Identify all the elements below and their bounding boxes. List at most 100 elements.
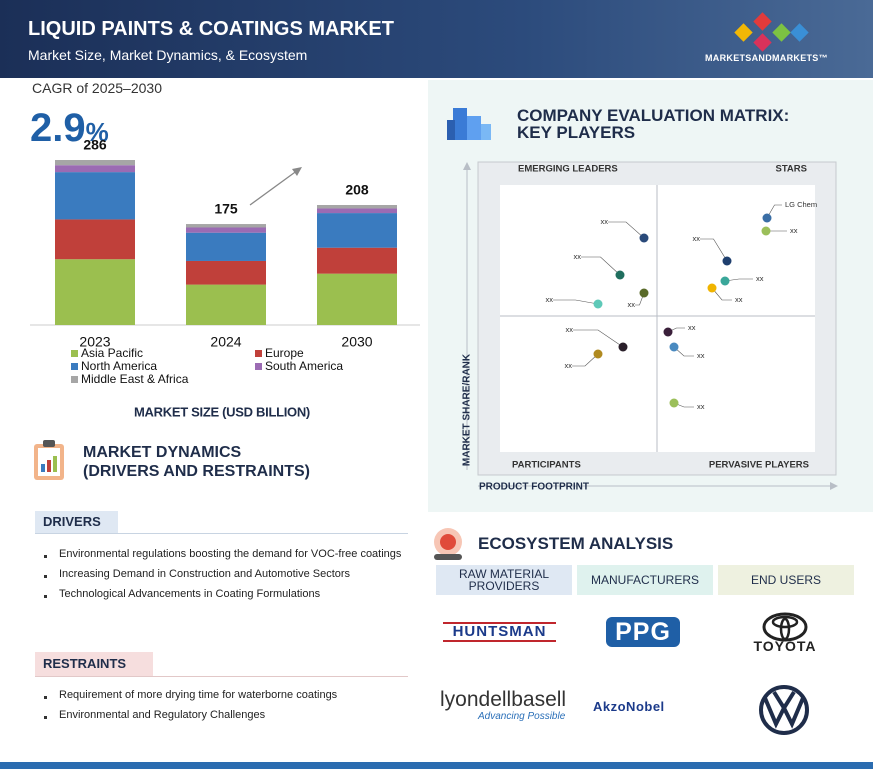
- company-label: xx: [566, 325, 574, 334]
- header-title: LIQUID PAINTS & COATINGS MARKET: [28, 18, 394, 40]
- logo-tagline: Advancing Possible: [478, 711, 566, 722]
- leader-line: [553, 299, 599, 305]
- leader-line: [766, 204, 782, 219]
- bullet: [44, 716, 47, 719]
- company-point: [669, 398, 679, 408]
- bullet: [44, 555, 47, 558]
- legend-swatch: [255, 350, 262, 357]
- matrix-title-1: COMPANY EVALUATION MATRIX:: [517, 106, 790, 125]
- y-axis-arrow-head: [463, 162, 471, 170]
- leader-line: [608, 221, 645, 239]
- ecosystem-icon: [434, 528, 462, 560]
- company-label: xx: [628, 300, 636, 309]
- bar-segment: [186, 260, 266, 285]
- dynamics-title-2: (DRIVERS AND RESTRAINTS): [83, 463, 310, 480]
- list-item: Environmental and Regulatory Challenges: [59, 709, 266, 721]
- toyota-emblem: [762, 612, 808, 642]
- company-label: LG Chem: [785, 200, 817, 209]
- company-point: [639, 233, 649, 243]
- legend-label: Middle East & Africa: [81, 372, 189, 386]
- company-point: [593, 349, 603, 359]
- bar-segment: [317, 273, 397, 325]
- ecosystem-panel-rule: [428, 512, 873, 513]
- company-label: xx: [735, 295, 743, 304]
- bar-segment: [55, 160, 135, 166]
- bar-total-label: 208: [345, 182, 369, 198]
- bar-segment: [186, 284, 266, 325]
- legend-swatch: [71, 376, 78, 383]
- company-point: [639, 288, 649, 298]
- logo-ppg: PPG: [606, 617, 680, 647]
- bar-segment: [317, 247, 397, 274]
- bar-segment: [55, 219, 135, 260]
- drivers-heading: DRIVERS: [35, 511, 118, 533]
- legend-label: North America: [81, 359, 157, 373]
- list-item: Environmental regulations boosting the d…: [59, 548, 402, 560]
- cagr-unit: %: [85, 117, 109, 147]
- x-axis-label: PRODUCT FOOTPRINT: [479, 482, 589, 493]
- company-label: xx: [574, 252, 582, 261]
- header: [0, 0, 873, 78]
- bullet: [44, 575, 47, 578]
- company-point: [707, 283, 717, 293]
- evaluation-matrix: EMERGING LEADERS STARS PARTICIPANTS PERVASI…: [462, 161, 838, 493]
- restraints-heading: RESTRAINTS: [35, 652, 153, 676]
- bar-segment: [55, 165, 135, 173]
- legend-label: Europe: [265, 346, 304, 360]
- bar-segment: [317, 213, 397, 248]
- logo-huntsman: HUNTSMAN: [443, 622, 556, 642]
- bar-segment: [55, 172, 135, 220]
- x-tick-label: 2030: [341, 334, 372, 350]
- company-point: [593, 299, 603, 309]
- legend-swatch: [71, 363, 78, 370]
- bar-total-label: 175: [214, 201, 238, 217]
- brand-logo: [734, 12, 809, 52]
- matrix-title-2: KEY PLAYERS: [517, 123, 636, 142]
- company-label: xx: [693, 234, 701, 243]
- company-label: xx: [601, 217, 609, 226]
- drivers-rule: [35, 533, 408, 534]
- logo-toyota: TOYOTA: [753, 638, 817, 654]
- company-label: xx: [790, 226, 798, 235]
- company-point: [615, 270, 625, 280]
- company-label: xx: [697, 351, 705, 360]
- bar-segment: [186, 232, 266, 261]
- dynamics-icon: [34, 440, 64, 480]
- legend-swatch: [255, 363, 262, 370]
- company-point: [722, 256, 732, 266]
- list-item: Technological Advancements in Coating Fo…: [59, 588, 321, 600]
- logo-lyondellbasell: lyondellbasell: [440, 688, 567, 711]
- leader-line: [700, 238, 728, 262]
- company-point: [669, 342, 679, 352]
- company-label: xx: [565, 361, 573, 370]
- column-heading: END USERS: [718, 565, 854, 595]
- dynamics-title-1: MARKET DYNAMICS: [83, 444, 242, 461]
- column-heading: MANUFACTURERS: [577, 565, 713, 595]
- leader-line: [724, 278, 753, 282]
- x-axis-arrow-head: [830, 482, 838, 490]
- leader-line: [711, 287, 732, 301]
- column-heading: RAW MATERIAL PROVIDERS: [436, 565, 572, 595]
- vw-logo: [759, 685, 809, 735]
- x-tick-label: 2023: [79, 334, 110, 350]
- cagr-label: CAGR of 2025–2030: [32, 80, 162, 96]
- bar-segment: [317, 208, 397, 214]
- footer-bar: [0, 762, 873, 769]
- list-item: Requirement of more drying time for wate…: [59, 689, 338, 701]
- legend-label: Asia Pacific: [81, 346, 143, 360]
- list-item: Increasing Demand in Construction and Au…: [59, 568, 351, 580]
- leader-line: [581, 256, 621, 276]
- quadrant-label: EMERGING LEADERS: [518, 164, 618, 175]
- company-point: [720, 276, 730, 286]
- legend-label: South America: [265, 359, 343, 373]
- company-point: [762, 213, 772, 223]
- company-label: xx: [756, 274, 764, 283]
- company-label: xx: [546, 295, 554, 304]
- trend-arrow: [249, 169, 299, 206]
- cagr-value-wrap: 2.9%: [30, 106, 109, 151]
- bullet: [44, 595, 47, 598]
- quadrant-label: STARS: [776, 164, 808, 175]
- company-point: [618, 342, 628, 352]
- y-axis-label: MARKET SHARE/RANK: [462, 353, 473, 466]
